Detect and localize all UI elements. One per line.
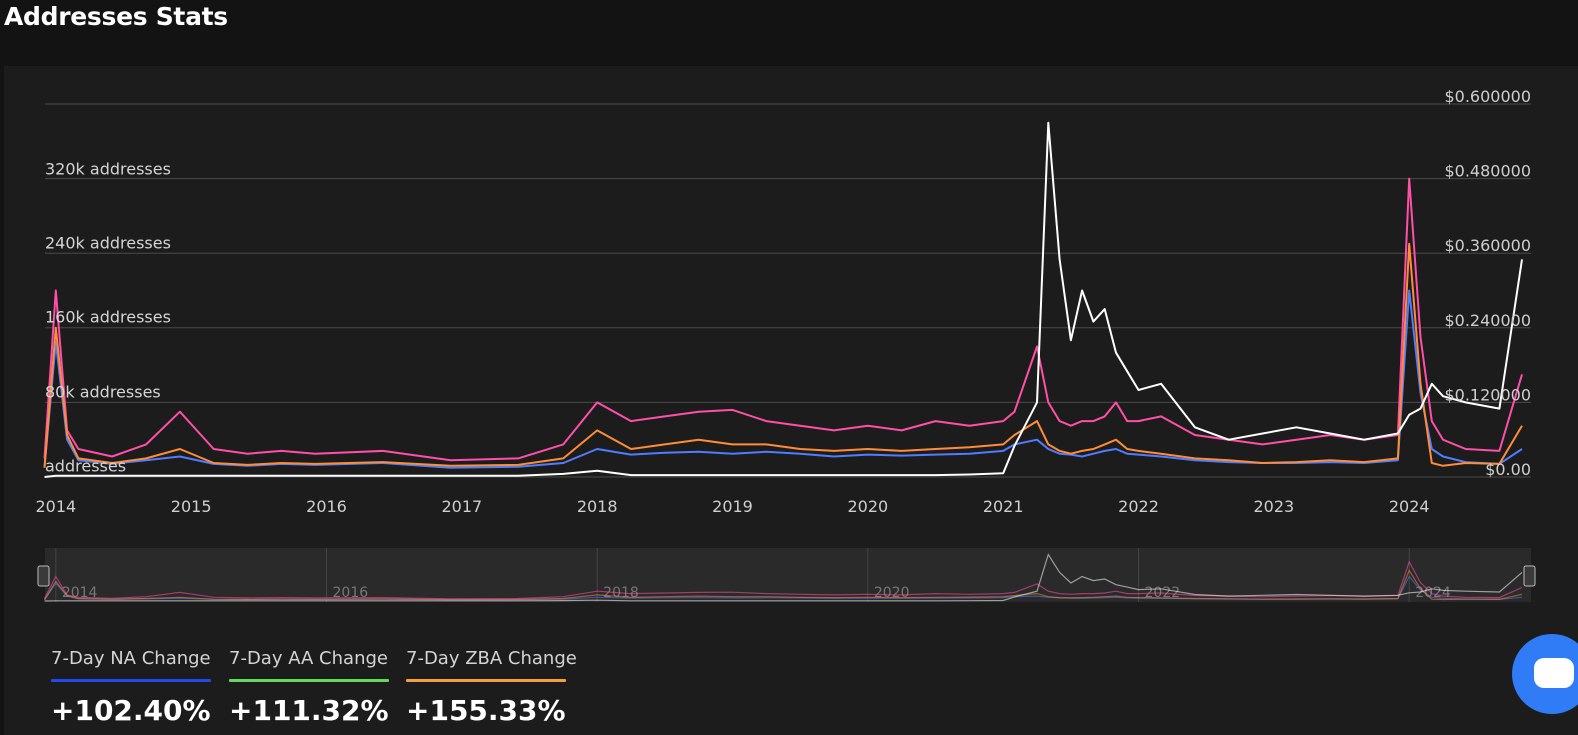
- y-right-tick: $0.600000: [1444, 87, 1531, 106]
- stat-aa-value: +111.32%: [229, 694, 389, 727]
- chart-grid: [45, 103, 1531, 478]
- chart-lines: [43, 121, 1523, 478]
- addresses-chart: addresses 80k addresses 160k addresses 240k…: [35, 87, 1536, 602]
- stat-na-value: +102.40%: [51, 694, 211, 727]
- navigator-handle-left[interactable]: [37, 565, 50, 587]
- chat-widget-button[interactable]: [1512, 634, 1578, 714]
- navigator[interactable]: 2014 2016 2018 2020 2022 2024: [37, 548, 1536, 602]
- stat-zba-value: +155.33%: [406, 694, 566, 727]
- navigator-line: [44, 553, 1523, 602]
- navigator-tick: 2024: [1415, 585, 1451, 601]
- y-right-tick: $0.480000: [1444, 162, 1531, 181]
- navigator-line: [43, 569, 1523, 601]
- y-left-tick: 80k addresses: [45, 383, 161, 402]
- series-line: [44, 121, 1523, 478]
- stat-zba-label: 7-Day ZBA Change: [406, 648, 577, 669]
- x-tick: 2018: [577, 497, 618, 516]
- y-left-tick: addresses: [45, 457, 126, 476]
- x-tick: 2015: [171, 497, 212, 516]
- series-line: [43, 289, 1523, 469]
- y-right-tick: $0.360000: [1444, 236, 1531, 255]
- series-line: [43, 242, 1523, 468]
- x-tick: 2014: [35, 497, 76, 516]
- navigator-track: [45, 548, 1531, 602]
- chat-bubble-icon: [1534, 658, 1574, 688]
- stat-aa-change: 7-Day AA Change +111.32%: [229, 648, 389, 727]
- stat-zba-underline: [406, 679, 566, 682]
- x-tick: 2019: [712, 497, 753, 516]
- y-left-tick: 240k addresses: [45, 234, 171, 253]
- y-right-tick: $0.120000: [1444, 385, 1531, 404]
- y-right-tick: $0.00: [1485, 460, 1531, 479]
- x-tick: 2023: [1254, 497, 1295, 516]
- x-tick: 2022: [1118, 497, 1159, 516]
- x-tick: 2020: [847, 497, 888, 516]
- stat-na-change: 7-Day NA Change +102.40%: [51, 648, 211, 727]
- x-tick: 2024: [1389, 497, 1430, 516]
- chart-panel: [4, 66, 1578, 735]
- page-title: Addresses Stats: [4, 2, 228, 31]
- x-tick: 2016: [306, 497, 347, 516]
- stat-na-label: 7-Day NA Change: [51, 648, 211, 669]
- y-right-tick: $0.240000: [1444, 311, 1531, 330]
- x-ticks: 2014 2015 2016 2017 2018 2019 2020 2021 2022 2023…: [35, 497, 1429, 516]
- y-right-ticks: $0.00 $0.120000 $0.240000 $0.360000 $0.48000…: [1444, 87, 1531, 479]
- y-left-tick: 320k addresses: [45, 160, 171, 179]
- navigator-tick: 2016: [333, 585, 369, 601]
- stat-zba-change: 7-Day ZBA Change +155.33%: [406, 648, 577, 727]
- y-left-tick: 160k addresses: [45, 308, 171, 327]
- y-left-ticks: addresses 80k addresses 160k addresses 240k…: [45, 160, 171, 476]
- series-line: [43, 177, 1523, 462]
- stat-aa-underline: [229, 679, 389, 682]
- navigator-handle-right[interactable]: [1523, 565, 1536, 587]
- x-tick: 2017: [441, 497, 482, 516]
- stat-na-underline: [51, 679, 211, 682]
- stat-aa-label: 7-Day AA Change: [229, 648, 388, 669]
- x-tick: 2021: [983, 497, 1024, 516]
